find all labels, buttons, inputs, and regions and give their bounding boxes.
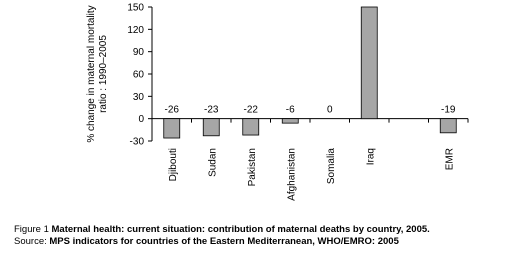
bar — [360, 6, 378, 120]
caption-text: Figure 1 — [14, 224, 52, 235]
data-label: -19 — [441, 105, 456, 116]
x-tick-label: EMR — [444, 148, 455, 170]
chart: % change in maternal mortality ratio : 1… — [86, 3, 469, 201]
y-axis-label: ratio : 1990–2005 — [98, 35, 109, 113]
data-label: -6 — [286, 105, 295, 116]
bar — [242, 118, 260, 136]
bar — [439, 118, 457, 134]
bar — [202, 118, 220, 137]
caption: Figure 1 Maternal health: current situat… — [14, 224, 430, 236]
data-label: -26 — [165, 105, 180, 116]
x-tick-label: Pakistan — [247, 148, 258, 186]
y-tick-label: 120 — [127, 25, 144, 36]
x-tick-label: Afghanistan — [286, 148, 297, 201]
caption-text: Maternal health: current situation: cont… — [51, 224, 430, 235]
y-tick-label: 90 — [133, 47, 145, 58]
y-axis-label: % change in maternal mortality — [86, 5, 97, 142]
caption-text: Source: — [14, 236, 50, 247]
y-tick-label: 60 — [133, 70, 145, 81]
y-tick-label: -30 — [130, 137, 145, 148]
data-label: -23 — [204, 105, 219, 116]
caption: Source: MPS indicators for countries of … — [14, 236, 399, 248]
bar — [281, 118, 299, 124]
data-label: 0 — [327, 105, 333, 116]
x-tick-label: Somalia — [326, 148, 337, 185]
x-tick-label: Iraq — [365, 148, 376, 165]
caption-text: MPS indicators for countries of the East… — [49, 236, 399, 247]
bar — [163, 118, 181, 139]
x-tick-label: Djibouti — [168, 148, 179, 181]
data-label: -22 — [244, 105, 259, 116]
y-tick-label: 150 — [127, 3, 144, 14]
y-tick-label: 0 — [138, 114, 144, 125]
y-tick-label: 30 — [133, 92, 145, 103]
x-tick-label: Sudan — [207, 148, 218, 177]
